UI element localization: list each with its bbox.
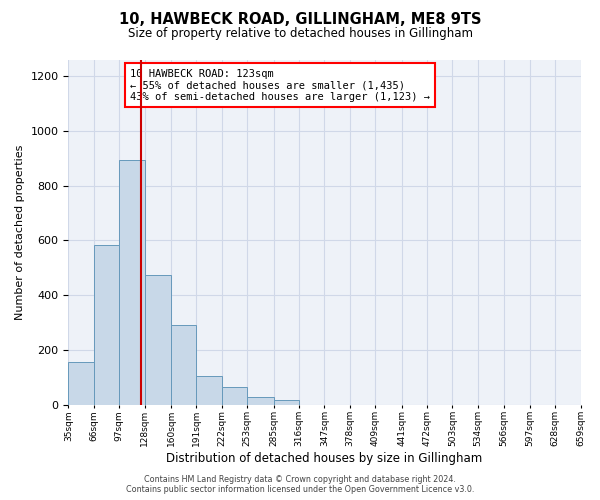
Text: 10, HAWBECK ROAD, GILLINGHAM, ME8 9TS: 10, HAWBECK ROAD, GILLINGHAM, ME8 9TS [119,12,481,28]
Bar [274,400,299,404]
X-axis label: Distribution of detached houses by size in Gillingham: Distribution of detached houses by size … [166,452,482,465]
Bar [247,397,274,404]
Bar [222,386,247,404]
Text: Size of property relative to detached houses in Gillingham: Size of property relative to detached ho… [128,28,473,40]
Bar [119,160,145,404]
Bar [94,244,119,404]
Bar [171,325,196,404]
Text: 10 HAWBECK ROAD: 123sqm
← 55% of detached houses are smaller (1,435)
43% of semi: 10 HAWBECK ROAD: 123sqm ← 55% of detache… [130,68,430,102]
Bar [196,376,222,404]
Bar [145,274,171,404]
Bar [68,362,94,405]
Y-axis label: Number of detached properties: Number of detached properties [15,144,25,320]
Text: Contains HM Land Registry data © Crown copyright and database right 2024.
Contai: Contains HM Land Registry data © Crown c… [126,474,474,494]
